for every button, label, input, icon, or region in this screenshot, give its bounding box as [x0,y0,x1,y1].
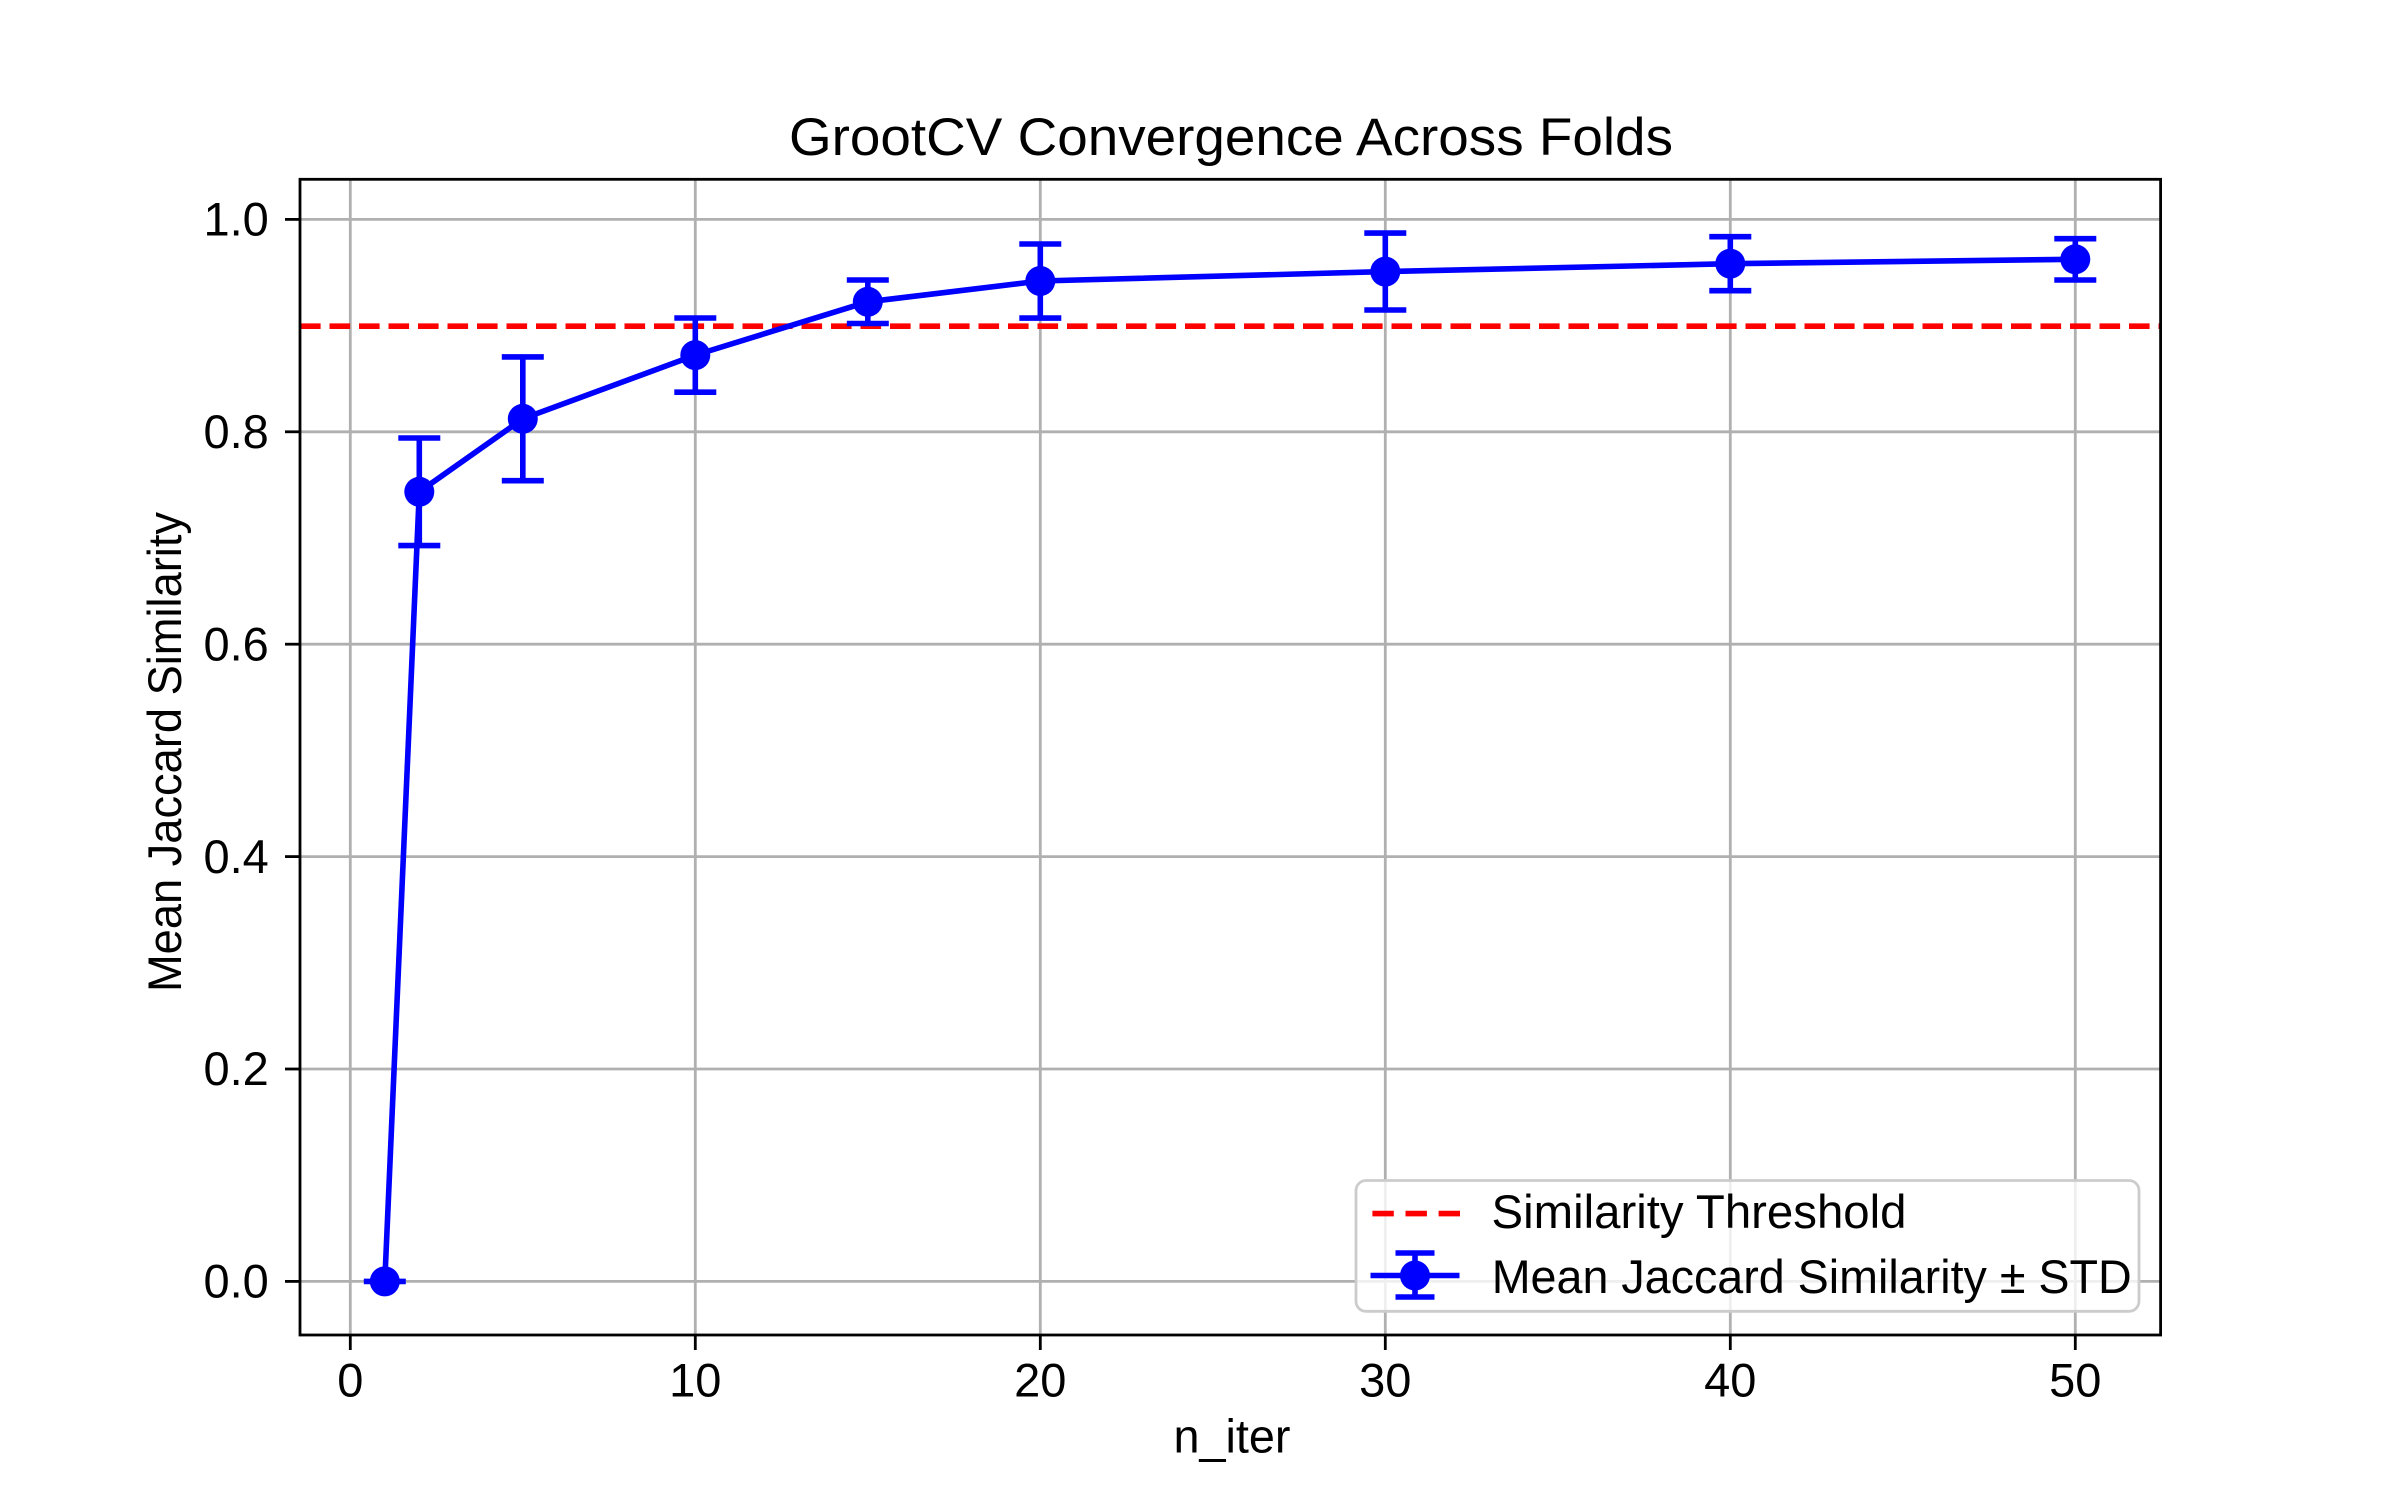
svg-text:GrootCV Convergence Across Fol: GrootCV Convergence Across Folds [789,108,1673,167]
svg-text:0.6: 0.6 [203,617,268,670]
svg-text:Mean Jaccard Similarity: Mean Jaccard Similarity [138,512,191,992]
svg-text:0: 0 [337,1354,363,1407]
svg-text:Mean Jaccard Similarity ± STD: Mean Jaccard Similarity ± STD [1492,1250,2132,1303]
svg-text:40: 40 [1704,1354,1756,1407]
svg-text:10: 10 [669,1354,721,1407]
svg-text:0.2: 0.2 [203,1042,268,1095]
svg-text:20: 20 [1014,1354,1066,1407]
svg-text:n_iter: n_iter [1174,1410,1291,1463]
svg-text:Similarity Threshold: Similarity Threshold [1492,1185,1907,1238]
svg-text:1.0: 1.0 [203,193,268,246]
svg-text:50: 50 [2049,1354,2101,1407]
svg-text:0.4: 0.4 [203,830,268,883]
svg-text:0.0: 0.0 [203,1255,268,1308]
svg-text:30: 30 [1359,1354,1411,1407]
svg-text:0.8: 0.8 [203,405,268,458]
